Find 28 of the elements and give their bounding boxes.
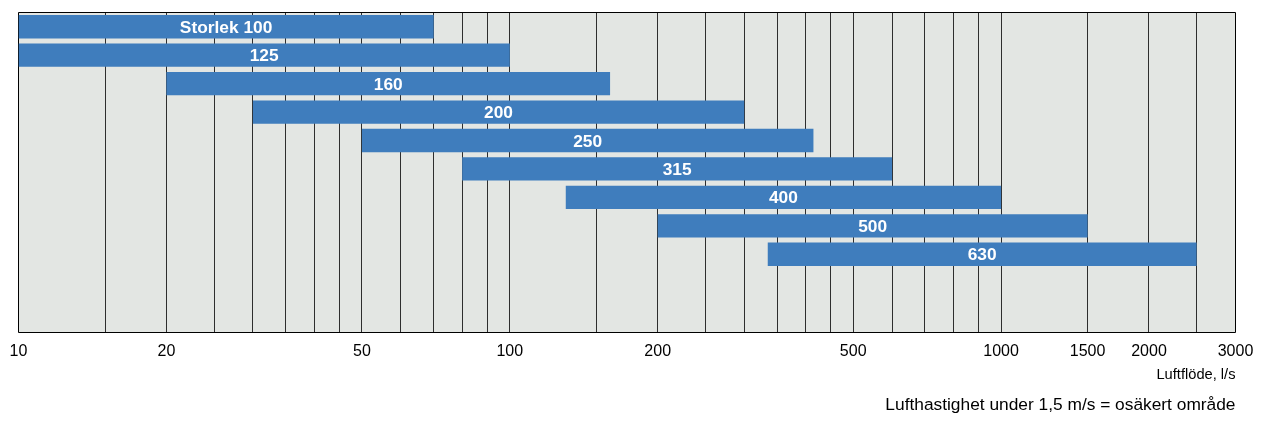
bar — [18, 43, 510, 67]
y-tick-label: 630 — [967, 244, 997, 265]
bar — [657, 214, 1088, 238]
x-tick-label: 20 — [157, 341, 176, 359]
y-tick-label: 250 — [573, 130, 603, 151]
text: Lufthastighet under 1,5 m/s = osäkert område — [885, 393, 1236, 414]
x-tick-label: 10 — [9, 341, 28, 359]
bar — [767, 242, 1197, 266]
y-tick-label: 160 — [373, 73, 403, 94]
x-tick-label: 500 — [839, 341, 867, 359]
x-tick-label: 3000 — [1217, 341, 1254, 359]
bar — [18, 15, 434, 39]
y-tick-label: 125 — [249, 45, 279, 66]
x-axis-title: Luftflöde, l/s — [1156, 365, 1236, 382]
x-tick-label: 50 — [353, 341, 371, 359]
x-tick-label: 1500 — [1069, 341, 1106, 359]
bar — [565, 185, 1002, 210]
x-tick-label: 1000 — [983, 341, 1019, 359]
bar — [361, 128, 814, 153]
y-tick-label: Storlek 100 — [179, 16, 273, 37]
bar — [462, 157, 893, 181]
x-tick-label: 2000 — [1131, 341, 1167, 359]
x-tick-label: 200 — [644, 341, 672, 359]
bar — [252, 100, 745, 124]
bar — [166, 71, 611, 96]
x-tick-label: 100 — [496, 341, 524, 359]
y-tick-label: 315 — [662, 158, 692, 179]
y-tick-label: 400 — [768, 187, 798, 208]
